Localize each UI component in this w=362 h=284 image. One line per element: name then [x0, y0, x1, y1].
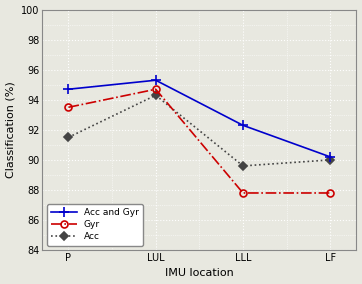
Gyr [328, 191, 332, 195]
Line: Acc and Gyr: Acc and Gyr [64, 75, 335, 162]
Acc [241, 164, 245, 168]
Legend: Acc and Gyr, Gyr, Acc: Acc and Gyr, Gyr, Acc [47, 204, 143, 246]
Acc and Gyr [241, 124, 245, 127]
Line: Gyr: Gyr [65, 86, 334, 197]
Acc [66, 136, 71, 139]
Gyr [241, 191, 245, 195]
Acc and Gyr [153, 78, 158, 82]
Acc and Gyr [66, 87, 71, 91]
Acc [328, 158, 332, 162]
Acc and Gyr [328, 155, 332, 158]
Line: Acc: Acc [66, 93, 333, 169]
Gyr [153, 87, 158, 91]
Y-axis label: Classification (%): Classification (%) [5, 82, 16, 178]
X-axis label: IMU location: IMU location [165, 268, 234, 278]
Acc [153, 93, 158, 97]
Gyr [66, 106, 71, 109]
